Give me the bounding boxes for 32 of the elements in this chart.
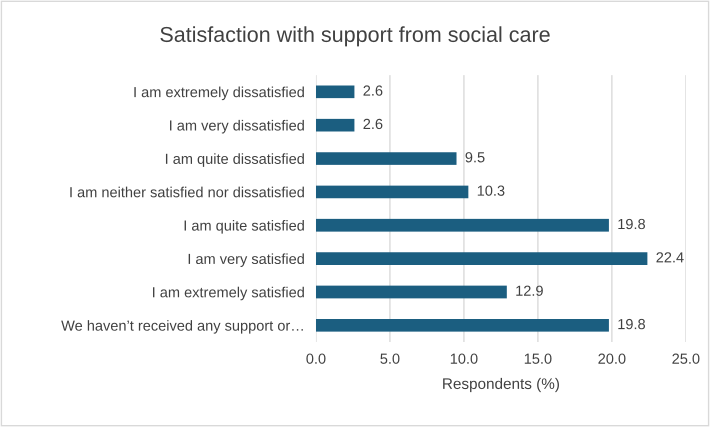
x-tick-label: 0.0 bbox=[306, 354, 326, 364]
bar bbox=[316, 85, 354, 98]
y-tick-label: I am neither satisfied nor dissatisfied bbox=[70, 186, 304, 198]
bar bbox=[316, 218, 609, 232]
y-tick-label: I am very satisfied bbox=[188, 253, 304, 267]
y-tick-label: I am quite dissatisfied bbox=[166, 153, 304, 167]
bar bbox=[316, 319, 609, 332]
bar bbox=[316, 252, 648, 265]
data-label: 12.9 bbox=[516, 286, 543, 296]
y-tick-label: I am very dissatisfied bbox=[170, 120, 304, 134]
x-tick-label: 10.0 bbox=[450, 354, 478, 364]
y-tick-label: I am quite satisfied bbox=[184, 220, 304, 234]
bar bbox=[316, 286, 507, 298]
x-tick-label: 15.0 bbox=[524, 354, 552, 364]
bar bbox=[316, 118, 354, 132]
x-axis-title: Respondents (%) bbox=[443, 378, 559, 392]
bar bbox=[316, 186, 468, 198]
data-label: 9.5 bbox=[466, 152, 485, 162]
data-label: 2.6 bbox=[363, 85, 382, 96]
y-tick-label: I am extremely satisfied bbox=[153, 286, 304, 300]
chart-title: Satisfaction with support from social care bbox=[160, 26, 550, 46]
data-label: 2.6 bbox=[363, 118, 382, 130]
x-tick-label: 20.0 bbox=[598, 354, 626, 364]
y-tick-label: I am extremely dissatisfied bbox=[134, 86, 304, 100]
data-label: 19.8 bbox=[618, 218, 645, 230]
x-tick-label: 5.0 bbox=[380, 354, 400, 364]
y-tick-label: We haven’t received any support or… bbox=[61, 320, 303, 334]
bar bbox=[316, 152, 457, 165]
data-label: 10.3 bbox=[478, 186, 504, 196]
data-label: 19.8 bbox=[618, 318, 645, 330]
x-tick-label: 25.0 bbox=[672, 354, 700, 364]
data-label: 22.4 bbox=[656, 252, 684, 262]
